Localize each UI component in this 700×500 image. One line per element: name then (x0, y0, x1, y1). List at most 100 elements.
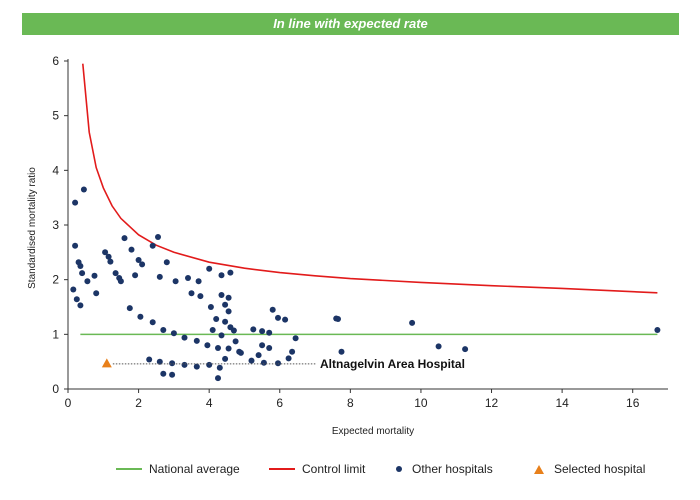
y-tick-label: 2 (52, 273, 59, 287)
plot-marks (70, 63, 661, 382)
other-hospital-point (77, 302, 84, 309)
other-hospital-point (102, 249, 109, 256)
other-hospital-point (285, 355, 292, 362)
other-hospital-point (197, 293, 204, 300)
other-hospital-point (409, 319, 416, 326)
other-hospital-point (260, 359, 267, 366)
other-hospital-point (169, 371, 176, 378)
x-tick-label: 10 (414, 396, 428, 410)
other-hospital-point (206, 265, 213, 272)
other-hospital-point (248, 357, 255, 364)
other-hospital-point (155, 234, 161, 240)
other-hospital-point (218, 272, 225, 279)
other-hospital-point (225, 294, 232, 301)
other-hospital-point (204, 342, 211, 349)
x-tick-label: 2 (135, 396, 142, 410)
other-hospital-point (218, 332, 225, 339)
other-hospital-point (73, 296, 80, 303)
other-hospital-point (289, 348, 296, 355)
other-hospital-point (181, 361, 188, 368)
other-hospital-point (79, 270, 86, 277)
x-tick-label: 12 (485, 396, 499, 410)
y-tick-label: 1 (52, 327, 59, 341)
x-tick-label: 4 (206, 396, 213, 410)
selected-hospital-triangle-icon (534, 464, 544, 474)
other-hospital-point (160, 370, 167, 377)
other-hospital-marker-icon (396, 466, 402, 472)
legend-selected-hospital: Selected hospital (534, 458, 645, 480)
other-hospital-point (259, 328, 266, 335)
selected-hospital-label: Altnagelvin Area Hospital (320, 357, 465, 371)
other-hospital-point (206, 361, 213, 368)
other-hospital-point (255, 352, 262, 359)
national-average-swatch (116, 468, 142, 470)
other-hospital-point (181, 334, 188, 341)
other-hospital-point (225, 345, 232, 352)
other-hospital-point (269, 306, 276, 313)
other-hospital-point (225, 308, 232, 315)
other-hospital-point (172, 278, 179, 285)
other-hospital-point (146, 356, 153, 363)
other-hospital-point (218, 292, 225, 298)
other-hospital-point (149, 242, 156, 249)
other-hospital-point (215, 375, 221, 382)
y-axis-label: Standardised mortality ratio (27, 167, 38, 289)
other-hospital-point (222, 318, 229, 325)
other-hospital-point (215, 345, 221, 351)
legend-other-label: Other hospitals (412, 462, 493, 476)
other-hospital-point (227, 269, 234, 276)
x-tick-label: 14 (555, 396, 569, 410)
legend-control-label: Control limit (302, 462, 366, 476)
x-tick-label: 6 (276, 396, 283, 410)
other-hospital-point (193, 337, 200, 344)
legend-selected-label: Selected hospital (554, 462, 646, 476)
other-hospital-point (72, 242, 79, 249)
rate-banner: In line with expected rate (22, 13, 679, 35)
other-hospital-point (209, 327, 216, 333)
other-hospital-point (193, 363, 200, 370)
y-tick-label: 6 (52, 54, 59, 68)
other-hospital-point (335, 316, 341, 322)
y-tick-label: 5 (52, 109, 59, 123)
other-hospital-point (137, 313, 144, 320)
control-limit-swatch (269, 468, 295, 470)
other-hospital-point (72, 199, 79, 206)
other-hospital-point (93, 290, 100, 297)
other-hospital-point (266, 345, 273, 351)
other-hospital-point (435, 343, 442, 350)
other-hospital-point (292, 335, 299, 342)
other-hospital-point (282, 316, 289, 323)
y-tick-label: 3 (52, 218, 59, 232)
other-hospital-point (135, 257, 142, 263)
other-hospital-point (213, 316, 220, 322)
x-axis-label: Expected mortality (332, 426, 414, 437)
other-hospital-point (80, 186, 87, 193)
other-hospital-point (121, 235, 128, 242)
other-hospital-point (77, 263, 84, 269)
y-tick-label: 4 (52, 163, 59, 177)
other-hospital-point (275, 314, 281, 321)
other-hospital-point (338, 348, 345, 355)
other-hospital-point (462, 346, 469, 353)
other-hospital-point (70, 286, 77, 293)
other-hospital-point (237, 349, 244, 356)
other-hospital-point (128, 246, 135, 253)
other-hospital-point (117, 278, 124, 285)
legend-national-average: National average (116, 458, 240, 480)
other-hospital-point (207, 304, 214, 310)
other-hospital-point (132, 272, 139, 279)
legend: National average Control limit Other hos… (0, 458, 700, 480)
x-tick-label: 0 (65, 396, 72, 410)
other-hospital-point (195, 278, 202, 285)
other-hospital-point (149, 319, 156, 326)
legend-other-hospitals: Other hospitals (396, 458, 493, 480)
legend-national-label: National average (149, 462, 240, 476)
other-hospital-point (105, 253, 112, 260)
other-hospital-point (230, 327, 237, 334)
other-hospital-point (160, 327, 167, 333)
other-hospital-point (139, 261, 146, 268)
y-tick-label: 0 (52, 382, 59, 396)
other-hospital-point (185, 275, 191, 281)
other-hospital-point (91, 272, 98, 279)
